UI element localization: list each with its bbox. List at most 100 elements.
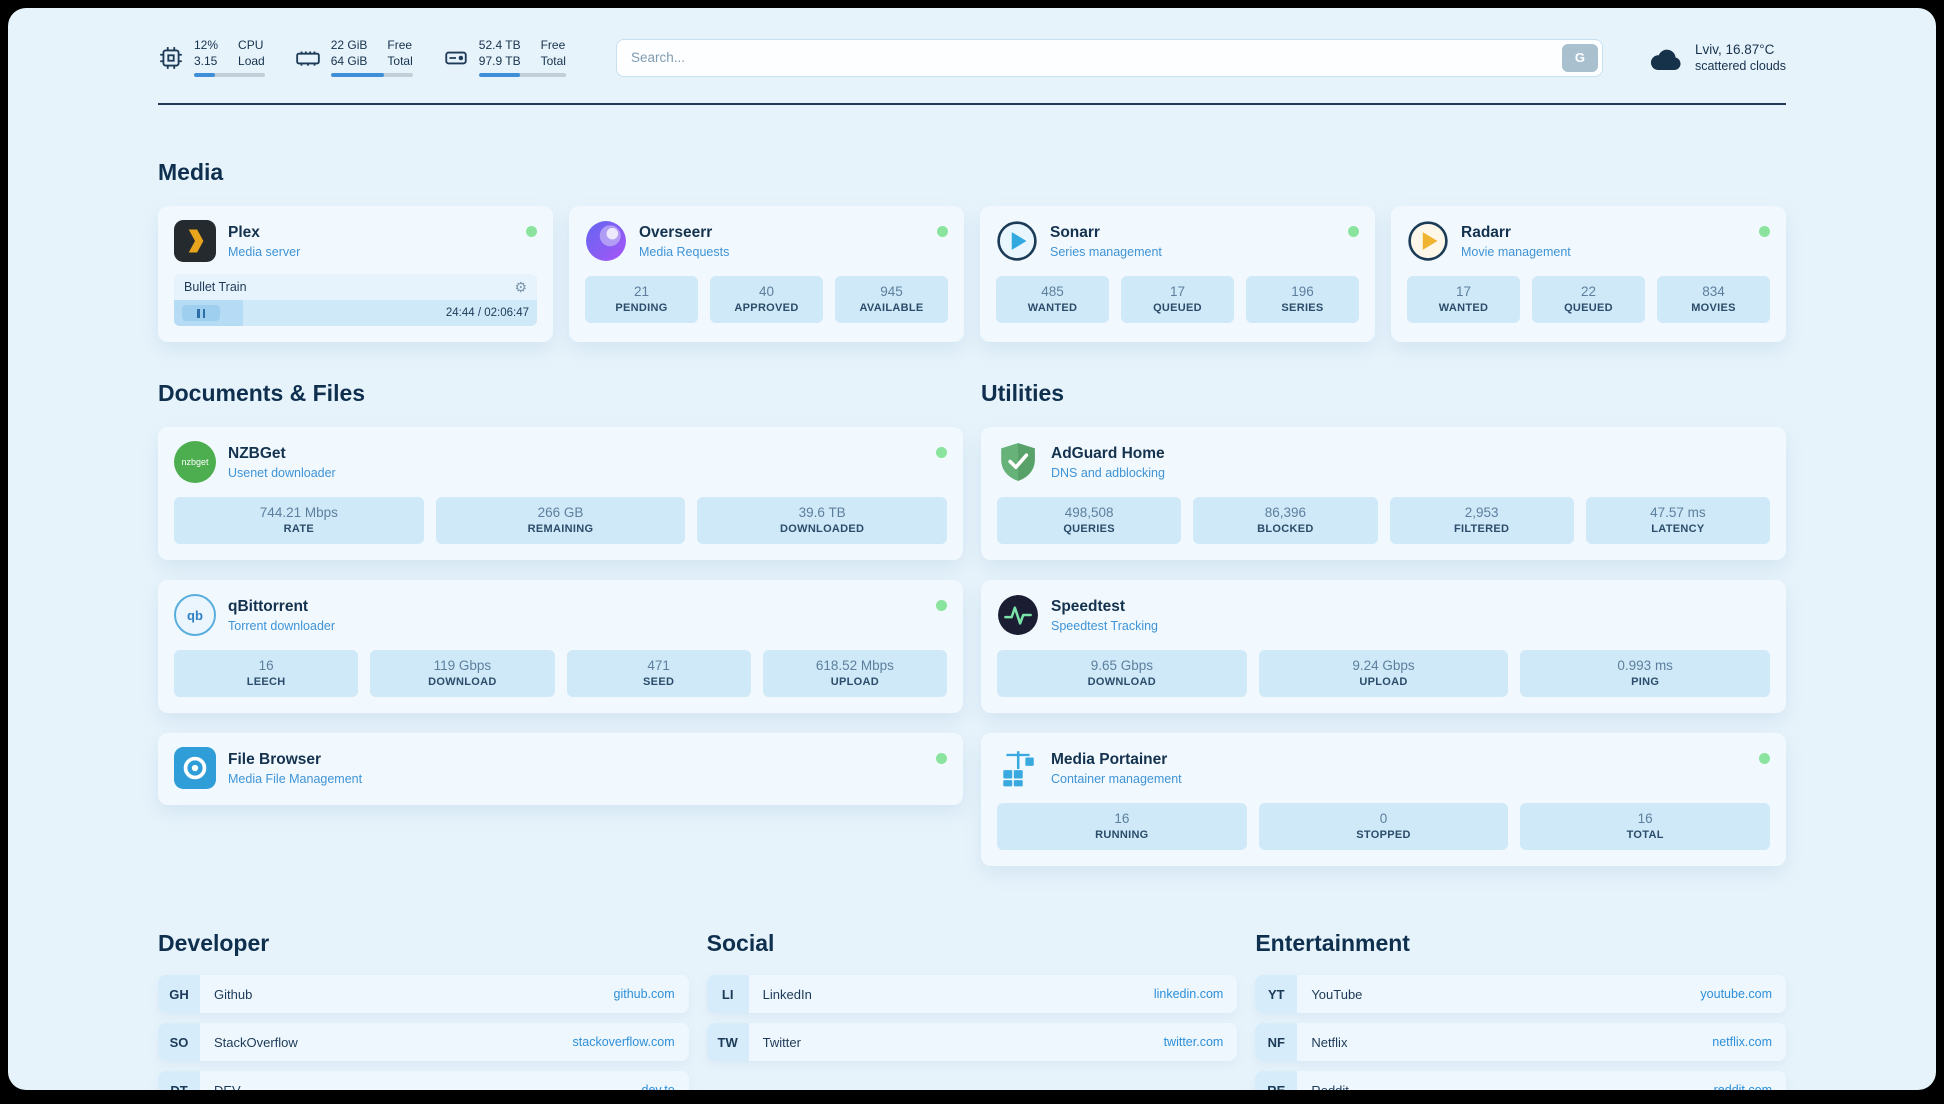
bookmark-url: reddit.com <box>1713 1083 1772 1090</box>
cpu-progress-fill <box>194 73 216 77</box>
cpu-progress-bar <box>194 73 265 77</box>
service-subtitle: Torrent downloader <box>228 618 336 633</box>
search-input[interactable] <box>615 38 1603 77</box>
disk-total-value: 97.9 TB <box>478 54 521 68</box>
service-name: File Browser <box>228 750 322 768</box>
stat-label: STOPPED <box>1356 829 1411 841</box>
service-card-speedtest[interactable]: Speedtest Speedtest Tracking 9.65 Gbps D… <box>981 580 1786 713</box>
section-title-social: Social <box>706 930 775 956</box>
service-subtitle: Media File Management <box>228 771 363 786</box>
stat-value: 16 <box>1114 811 1130 826</box>
service-card-filebrowser[interactable]: File Browser Media File Management <box>158 733 963 805</box>
service-subtitle: Series management <box>1050 244 1162 259</box>
bookmark-name: DEV <box>214 1082 241 1091</box>
stat-value: 485 <box>1041 284 1064 299</box>
bookmark-name: StackOverflow <box>214 1034 298 1050</box>
bookmark-youtube[interactable]: YT YouTube youtube.com <box>1255 975 1786 1013</box>
stat-label: LATENCY <box>1651 523 1705 535</box>
stat-value: 16 <box>1637 811 1653 826</box>
bookmark-netflix[interactable]: NF Netflix netflix.com <box>1255 1023 1786 1061</box>
stat-box: 21 PENDING <box>585 276 698 323</box>
cpu-monitor: 12% 3.15 CPU Load <box>158 38 265 77</box>
stat-box: 618.52 Mbps UPLOAD <box>762 650 947 697</box>
stat-value: 39.6 TB <box>798 505 846 520</box>
disk-progress-fill <box>478 73 520 77</box>
stat-box: 471 SEED <box>566 650 751 697</box>
bookmark-linkedin[interactable]: LI LinkedIn linkedin.com <box>706 975 1238 1013</box>
stat-box: 39.6 TB DOWNLOADED <box>697 497 948 544</box>
cpu-load-value: 3.15 <box>194 54 218 68</box>
nzbget-icon: nzbget <box>174 441 216 483</box>
top-bar: 12% 3.15 CPU Load <box>158 38 1786 77</box>
stat-value: 16 <box>258 658 274 673</box>
stat-value: 945 <box>880 284 903 299</box>
stat-label: QUEUED <box>1153 302 1202 314</box>
pause-button[interactable] <box>182 305 220 321</box>
service-name: AdGuard Home <box>1051 444 1165 462</box>
stat-value: 40 <box>758 284 775 299</box>
cpu-label: CPU <box>238 38 264 52</box>
stat-box: 86,396 BLOCKED <box>1193 497 1378 544</box>
section-title-media: Media <box>158 159 224 185</box>
bookmark-stackoverflow[interactable]: SO StackOverflow stackoverflow.com <box>158 1023 689 1061</box>
ram-free-value: 22 GiB <box>330 38 368 52</box>
weather-location: Lviv, 16.87°C <box>1694 42 1775 57</box>
service-name: Media Portainer <box>1051 750 1168 768</box>
search-engine-button[interactable]: G <box>1561 43 1598 72</box>
service-card-sonarr[interactable]: Sonarr Series management 485 WANTED 17 Q… <box>980 206 1375 342</box>
bookmark-abbr: YT <box>1255 975 1298 1013</box>
service-card-plex[interactable]: Plex Media server Bullet Train ⚙ <box>158 206 553 342</box>
service-card-nzbget[interactable]: nzbget NZBGet Usenet downloader 744.21 M… <box>158 427 963 560</box>
stat-label: QUEUED <box>1564 302 1613 314</box>
bookmark-twitter[interactable]: TW Twitter twitter.com <box>706 1023 1238 1061</box>
ram-progress-bar <box>330 73 413 77</box>
bookmarks-social-column: Social LI LinkedIn linkedin.com TW Twitt… <box>706 930 1238 1090</box>
bookmark-name: Github <box>214 986 253 1002</box>
stat-label: WANTED <box>1027 302 1078 314</box>
bookmark-url: github.com <box>613 987 675 1001</box>
bookmarks-entertainment-column: Entertainment YT YouTube youtube.com NF … <box>1255 930 1786 1090</box>
stat-box: 16 TOTAL <box>1520 803 1771 850</box>
playback-time: 24:44 / 02:06:47 <box>445 307 529 319</box>
disk-free-label: Free <box>540 38 566 52</box>
stat-value: 834 <box>1702 284 1725 299</box>
service-subtitle: Media Requests <box>639 244 730 259</box>
stat-box: 834 MOVIES <box>1657 276 1770 323</box>
bookmark-dev[interactable]: DT DEV dev.to <box>158 1071 689 1090</box>
stat-label: LEECH <box>246 676 286 688</box>
dashboard-page: 12% 3.15 CPU Load <box>8 8 1936 1090</box>
bookmark-reddit[interactable]: RE Reddit reddit.com <box>1255 1071 1786 1090</box>
disk-free-value: 52.4 TB <box>478 38 521 52</box>
stat-box: 744.21 Mbps RATE <box>174 497 424 544</box>
service-name: Plex <box>228 223 260 241</box>
cloud-icon <box>1647 43 1685 73</box>
service-card-overseerr[interactable]: Overseerr Media Requests 21 PENDING 40 A… <box>569 206 964 342</box>
bookmark-github[interactable]: GH Github github.com <box>158 975 689 1013</box>
stat-box: 9.24 Gbps UPLOAD <box>1258 650 1509 697</box>
bookmark-abbr: NF <box>1255 1023 1298 1061</box>
plex-now-playing: Bullet Train ⚙ 24:44 / 02:06:47 <box>174 274 537 326</box>
stat-label: QUERIES <box>1063 523 1115 535</box>
stat-label: DOWNLOAD <box>1087 676 1157 688</box>
bookmark-url: netflix.com <box>1712 1035 1772 1049</box>
weather-widget: Lviv, 16.87°C scattered clouds <box>1647 42 1786 73</box>
bookmark-url: youtube.com <box>1700 987 1772 1001</box>
service-card-qbittorrent[interactable]: qb qBittorrent Torrent downloader 16 <box>158 580 963 713</box>
stat-box: 119 Gbps DOWNLOAD <box>370 650 555 697</box>
service-name: qBittorrent <box>228 597 309 615</box>
section-title-documents: Documents & Files <box>158 380 366 406</box>
section-title-entertainment: Entertainment <box>1255 930 1410 956</box>
service-card-adguard[interactable]: AdGuard Home DNS and adblocking 498,508 … <box>981 427 1786 560</box>
service-card-radarr[interactable]: Radarr Movie management 17 WANTED 22 QUE… <box>1391 206 1786 342</box>
stat-label: APPROVED <box>734 302 799 314</box>
bookmark-name: Twitter <box>762 1034 801 1050</box>
stat-box: 266 GB REMAINING <box>435 497 686 544</box>
cpu-chip-icon <box>158 45 184 71</box>
stat-label: FILTERED <box>1453 523 1510 535</box>
gear-icon[interactable]: ⚙ <box>514 279 527 295</box>
service-card-portainer[interactable]: Media Portainer Container management 16 … <box>981 733 1786 866</box>
section-title-developer: Developer <box>158 930 270 956</box>
stat-label: TOTAL <box>1626 829 1664 841</box>
stat-value: 2,953 <box>1464 505 1499 520</box>
stat-box: 2,953 FILTERED <box>1389 497 1574 544</box>
